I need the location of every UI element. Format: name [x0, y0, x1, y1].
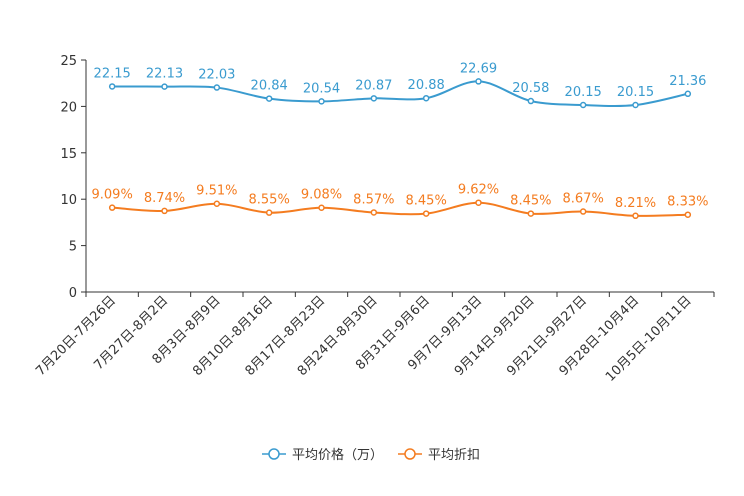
data-label: 8.45% — [510, 194, 551, 209]
y-tick-label: 5 — [69, 240, 77, 255]
data-label: 20.58 — [512, 81, 549, 96]
data-point[interactable] — [422, 210, 430, 217]
legend-item-0[interactable]: 平均价格（万） — [262, 447, 383, 463]
data-point[interactable] — [108, 83, 116, 90]
data-label: 20.88 — [408, 78, 445, 93]
legend-label: 平均价格（万） — [292, 447, 383, 463]
data-label: 8.45% — [406, 194, 447, 209]
series-line-1 — [112, 201, 688, 217]
data-point[interactable] — [475, 199, 482, 206]
y-tick-label: 10 — [60, 193, 77, 208]
data-label: 20.15 — [617, 85, 654, 100]
legend-item-1[interactable]: 平均折扣 — [398, 448, 480, 463]
data-label: 20.15 — [565, 85, 602, 100]
data-label: 9.62% — [458, 183, 499, 198]
data-label: 20.54 — [303, 81, 340, 96]
data-label: 22.69 — [460, 61, 497, 76]
data-point[interactable] — [318, 98, 325, 105]
legend-label: 平均折扣 — [428, 448, 480, 463]
data-point[interactable] — [632, 101, 639, 109]
data-point[interactable] — [527, 210, 535, 217]
data-label: 20.87 — [355, 78, 392, 93]
legend-marker-icon — [268, 448, 280, 460]
data-point[interactable] — [684, 211, 692, 218]
data-point[interactable] — [265, 95, 273, 102]
data-point[interactable] — [213, 200, 221, 207]
y-tick-label: 0 — [69, 286, 77, 301]
data-point[interactable] — [318, 204, 325, 211]
y-tick-label: 15 — [60, 147, 77, 162]
data-label: 8.67% — [563, 192, 604, 207]
data-point[interactable] — [579, 208, 587, 215]
data-labels: 22.15 22.13 22.03 20.84 20.54 20.87 20.88 22.69… — [92, 61, 709, 210]
data-label: 22.15 — [94, 66, 131, 81]
legend-marker-icon — [404, 448, 416, 460]
data-point[interactable] — [108, 204, 116, 211]
data-point[interactable] — [213, 84, 221, 91]
data-point[interactable] — [475, 78, 482, 85]
data-label: 21.36 — [669, 74, 706, 89]
data-label: 22.03 — [198, 68, 235, 83]
data-point[interactable] — [422, 94, 430, 102]
data-point[interactable] — [527, 97, 535, 105]
data-label: 8.55% — [249, 193, 290, 208]
data-label: 8.74% — [144, 191, 185, 206]
data-label: 9.08% — [301, 188, 342, 203]
data-label: 9.09% — [92, 188, 133, 203]
axes: 05101520257月20日-7月26日7月27日-8月2日8月3日-8月9日… — [33, 54, 715, 385]
data-point[interactable] — [579, 101, 587, 109]
data-label: 8.21% — [615, 196, 656, 211]
legend[interactable]: 平均价格（万） 平均折扣 — [262, 447, 480, 463]
y-tick-label: 20 — [60, 100, 77, 115]
y-tick-label: 25 — [60, 54, 77, 69]
data-point[interactable] — [265, 209, 273, 216]
data-label: 8.57% — [353, 192, 394, 207]
data-label: 22.13 — [146, 67, 183, 82]
data-point[interactable] — [684, 90, 692, 98]
series-layer — [108, 78, 692, 220]
data-point[interactable] — [161, 207, 168, 215]
data-label: 9.51% — [196, 184, 237, 199]
data-label: 20.84 — [251, 79, 288, 94]
series-line-0 — [112, 80, 689, 108]
data-point[interactable] — [161, 83, 168, 90]
data-point[interactable] — [632, 212, 639, 220]
data-point[interactable] — [370, 209, 378, 216]
data-label: 8.33% — [667, 195, 708, 210]
data-point[interactable] — [370, 95, 378, 102]
